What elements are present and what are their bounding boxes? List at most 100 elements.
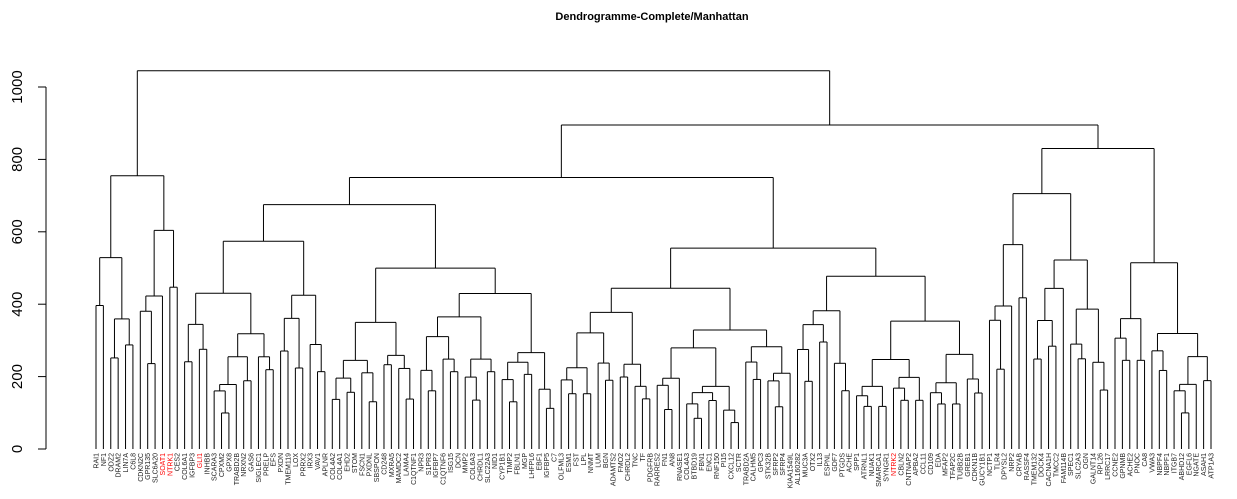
y-tick-label: 1000: [9, 70, 26, 103]
leaf-label: NNMT: [588, 452, 595, 473]
leaf-label: NTRK2: [891, 453, 898, 476]
leaf-label: CACNA1H: [1046, 453, 1053, 486]
leaf-label: BTBD19: [692, 453, 699, 480]
chart-title: Dendrogramme-Complete/Manhattan: [555, 11, 748, 23]
leaf-label: ACHE: [847, 453, 854, 473]
leaf-label: GUCY1B1: [980, 453, 987, 486]
leaf-label: PI15: [721, 453, 728, 468]
leaf-label: BGN: [603, 453, 610, 468]
leaf-label: CA8: [1142, 453, 1149, 467]
y-tick-label: 800: [9, 147, 26, 172]
leaf-label: NGATE: [1194, 453, 1201, 477]
leaf-label: TMEM119: [285, 453, 292, 485]
leaf-label: AL160282: [795, 453, 802, 485]
leaf-label: SLC6A20: [153, 453, 160, 483]
leaf-label: SFRP4: [780, 453, 787, 476]
leaf-label: DRAM2: [116, 453, 123, 478]
leaf-label: TUBB2B: [957, 453, 964, 481]
leaf-label: EGFL6: [1186, 453, 1193, 475]
leaf-label: DOCK4: [1039, 453, 1046, 477]
leaf-label: ABHD12: [1179, 453, 1186, 480]
leaf-label: SLC22A3: [485, 453, 492, 483]
leaf-label: S1PR3: [426, 453, 433, 475]
leaf-label: NBPF4: [1157, 453, 1164, 476]
leaf-label: CNTNAP2: [906, 453, 913, 486]
leaf-label: IGFBP3: [189, 453, 196, 478]
leaf-label: SLC2A3: [1076, 453, 1083, 479]
leaf-label: PXDNL: [367, 453, 374, 476]
leaf-label: MGP: [522, 453, 529, 469]
leaf-label: ESPNL: [825, 453, 832, 476]
leaf-label: IGFBP7: [433, 453, 440, 478]
leaf-label: LIN7A: [123, 453, 130, 473]
leaf-label: PDGFRB: [647, 453, 654, 483]
leaf-label: GPX8: [226, 453, 233, 472]
leaf-label: DCN: [455, 453, 462, 468]
leaf-label: IRX3: [308, 453, 315, 469]
leaf-label: PRRX2: [300, 453, 307, 476]
leaf-label: MXRA5: [389, 453, 396, 477]
leaf-label: CPXM2: [219, 453, 226, 477]
leaf-label: TFAP2C: [950, 453, 957, 479]
leaf-label: TNC: [633, 453, 640, 467]
leaf-label: COL4A1: [337, 453, 344, 480]
leaf-label: ODZ2: [108, 453, 115, 472]
leaf-label: ATP1A3: [1209, 453, 1216, 479]
leaf-label: CHRDL1: [477, 453, 484, 481]
leaf-label: CDKN2C: [138, 453, 145, 482]
leaf-label: CHRDL2: [625, 453, 632, 481]
leaf-label: MUC3A: [802, 453, 809, 478]
leaf-label: TMEM132: [1031, 453, 1038, 485]
leaf-label: C1QTNF6: [441, 453, 448, 485]
leaf-label: FAM114B: [1061, 453, 1068, 484]
leaf-label: NF1: [101, 453, 108, 466]
leaf-label: RARRES2: [655, 453, 662, 486]
leaf-label: OTX2: [810, 453, 817, 471]
leaf-label: C6L8: [130, 453, 137, 470]
leaf-label: COL6A3: [470, 453, 477, 480]
leaf-label: RAI1: [94, 453, 101, 469]
leaf-label: SOAT1: [160, 453, 167, 476]
leaf-label: ADAMTS2: [610, 453, 617, 486]
leaf-label: OGN: [1083, 453, 1090, 469]
leaf-label: COL4A3: [684, 453, 691, 480]
y-tick-label: 0: [9, 445, 26, 453]
leaf-label: EDA: [935, 453, 942, 468]
leaf-label: CCNE2: [1113, 453, 1120, 477]
leaf-label: GALNT14: [1090, 453, 1097, 484]
leaf-label: COL6A1: [182, 453, 189, 480]
leaf-label: FBN1: [699, 453, 706, 471]
leaf-label: CD109: [928, 453, 935, 475]
leaf-label: GPC3: [758, 453, 765, 472]
leaf-label: ITGB7: [1172, 453, 1179, 473]
leaf-label: STK32B: [765, 453, 772, 479]
leaf-label: APBA2: [913, 453, 920, 476]
leaf-label: C7: [551, 453, 558, 462]
leaf-label: TF: [640, 453, 647, 462]
leaf-label: ESM1: [566, 453, 573, 472]
leaf-label: GREB1: [965, 453, 972, 477]
leaf-labels: RAI1 NF1 ODZ2 DRAM2 LIN7A C6L8 CDKN2C GPR135 SLC…: [94, 452, 1216, 488]
leaf-label: NID1: [492, 453, 499, 469]
dendrogram-tree: [95, 70, 1212, 449]
leaf-label: NUAK1: [869, 453, 876, 476]
leaf-label: SCARA3: [212, 453, 219, 481]
leaf-label: NTRK1: [167, 453, 174, 476]
leaf-label: NRXN2: [241, 453, 248, 477]
leaf-label: EBF1: [537, 453, 544, 471]
leaf-label: SFRP2: [773, 453, 780, 476]
leaf-label: SYNGR1: [884, 453, 891, 482]
leaf-label: MAMDC2: [396, 453, 403, 483]
leaf-label: COL4A2: [330, 453, 337, 480]
leaf-label: SMARCA1: [876, 453, 883, 487]
leaf-label: GDF7: [832, 453, 839, 472]
leaf-label: SCTR: [736, 453, 743, 472]
leaf-label: GLI1: [197, 453, 204, 468]
leaf-label: FBLN1: [514, 453, 521, 475]
leaf-label: APLNR: [322, 453, 329, 476]
leaf-label: SIGLEC1: [256, 453, 263, 483]
leaf-label: NPR3: [418, 453, 425, 472]
leaf-label: LUM: [596, 453, 603, 468]
leaf-label: TLR4: [994, 453, 1001, 470]
leaf-label: LPL: [581, 453, 588, 466]
